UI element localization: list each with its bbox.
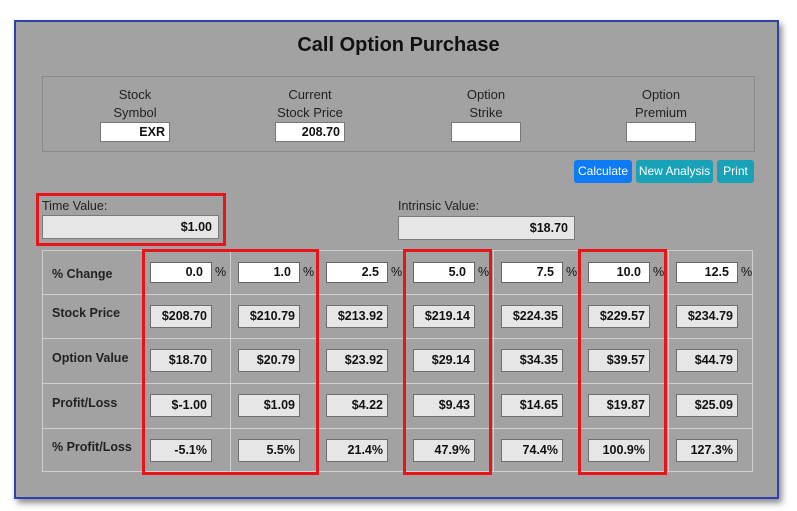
stock-price-cell: $234.79 bbox=[676, 305, 738, 328]
table-row-divider bbox=[42, 383, 753, 384]
stock-price-cell: $210.79 bbox=[238, 305, 300, 328]
option-value-cell: $23.92 bbox=[326, 349, 388, 372]
current-price-input[interactable]: 208.70 bbox=[275, 122, 345, 142]
pct-symbol: % bbox=[478, 265, 490, 279]
highlight-time-value bbox=[36, 193, 226, 246]
stock-symbol-label: Stock Symbol bbox=[65, 86, 205, 122]
option-strike-label: Option Strike bbox=[416, 86, 556, 122]
stock-price-cell: $208.70 bbox=[150, 305, 212, 328]
option-strike-label-line1: Option bbox=[466, 87, 506, 102]
option-premium-input[interactable] bbox=[626, 122, 696, 142]
option-premium-label-line2: Premium bbox=[634, 105, 687, 120]
pct-profit-loss-cell: 21.4% bbox=[326, 439, 388, 462]
table-row-divider bbox=[42, 294, 753, 295]
pct-profit-loss-cell: 127.3% bbox=[676, 439, 738, 462]
stock-symbol-label-line2: Symbol bbox=[113, 105, 157, 120]
pct-symbol: % bbox=[391, 265, 403, 279]
time-value-label: Time Value: bbox=[42, 199, 108, 213]
option-strike-input[interactable] bbox=[451, 122, 521, 142]
time-value-field: $1.00 bbox=[42, 215, 219, 239]
pct-profit-loss-cell: 74.4% bbox=[501, 439, 563, 462]
option-strike-label-line2: Strike bbox=[469, 105, 503, 120]
option-value-cell: $39.57 bbox=[588, 349, 650, 372]
profit-loss-cell: $14.65 bbox=[501, 394, 563, 417]
input-section bbox=[42, 76, 755, 152]
option-value-cell: $29.14 bbox=[413, 349, 475, 372]
table-column-divider bbox=[493, 250, 494, 472]
pct-profit-loss-cell: 5.5% bbox=[238, 439, 300, 462]
row-label-stock-price: Stock Price bbox=[52, 306, 121, 320]
current-price-label: Current Stock Price bbox=[240, 86, 380, 122]
pct-change-input[interactable]: 12.5 bbox=[676, 262, 738, 283]
stock-symbol-label-line1: Stock bbox=[118, 87, 152, 102]
profit-loss-cell: $19.87 bbox=[588, 394, 650, 417]
table-row-divider bbox=[42, 338, 753, 339]
current-price-label-line2: Stock Price bbox=[277, 105, 343, 120]
pct-symbol: % bbox=[741, 265, 753, 279]
stock-symbol-input[interactable]: EXR bbox=[100, 122, 170, 142]
print-button[interactable]: Print bbox=[717, 160, 754, 183]
pct-change-input[interactable]: 5.0 bbox=[413, 262, 475, 283]
pct-symbol: % bbox=[215, 265, 227, 279]
table-row-divider bbox=[42, 428, 753, 429]
highlight-column-6 bbox=[578, 249, 667, 475]
stock-price-cell: $213.92 bbox=[326, 305, 388, 328]
row-label-pct-profit-loss: % Profit/Loss bbox=[52, 440, 132, 454]
profit-loss-cell: $4.22 bbox=[326, 394, 388, 417]
calculate-button[interactable]: Calculate bbox=[574, 160, 632, 183]
option-value-cell: $18.70 bbox=[150, 349, 212, 372]
stock-price-cell: $224.35 bbox=[501, 305, 563, 328]
pct-profit-loss-cell: -5.1% bbox=[150, 439, 212, 462]
pct-change-input[interactable]: 10.0 bbox=[588, 262, 650, 283]
pct-symbol: % bbox=[303, 265, 315, 279]
table-column-divider bbox=[230, 250, 231, 472]
pct-change-input[interactable]: 1.0 bbox=[238, 262, 300, 283]
table-column-divider bbox=[668, 250, 669, 472]
stock-price-cell: $229.57 bbox=[588, 305, 650, 328]
highlight-column-4 bbox=[403, 249, 492, 475]
window-frame bbox=[14, 20, 779, 499]
option-value-cell: $44.79 bbox=[676, 349, 738, 372]
option-premium-label: Option Premium bbox=[591, 86, 731, 122]
pct-symbol: % bbox=[566, 265, 578, 279]
current-price-label-line1: Current bbox=[288, 87, 332, 102]
option-value-cell: $20.79 bbox=[238, 349, 300, 372]
option-value-cell: $34.35 bbox=[501, 349, 563, 372]
pct-profit-loss-cell: 100.9% bbox=[588, 439, 650, 462]
row-label-option-value: Option Value bbox=[52, 351, 129, 365]
pct-change-input[interactable]: 7.5 bbox=[501, 262, 563, 283]
row-label-profit-loss: Profit/Loss bbox=[52, 396, 118, 410]
pct-change-input[interactable]: 2.5 bbox=[326, 262, 388, 283]
intrinsic-value-label: Intrinsic Value: bbox=[398, 199, 480, 213]
stock-price-cell: $219.14 bbox=[413, 305, 475, 328]
profit-loss-cell: $9.43 bbox=[413, 394, 475, 417]
profit-loss-cell: $1.09 bbox=[238, 394, 300, 417]
new-analysis-button[interactable]: New Analysis bbox=[636, 160, 713, 183]
row-label-pct-change: % Change bbox=[52, 267, 113, 281]
intrinsic-value-field: $18.70 bbox=[398, 216, 575, 240]
pct-change-input[interactable]: 0.0 bbox=[150, 262, 212, 283]
pct-symbol: % bbox=[653, 265, 665, 279]
analysis-table bbox=[42, 250, 753, 472]
profit-loss-cell: $-1.00 bbox=[150, 394, 212, 417]
highlight-columns-1-2 bbox=[142, 249, 319, 475]
page-title: Call Option Purchase bbox=[297, 34, 500, 56]
profit-loss-cell: $25.09 bbox=[676, 394, 738, 417]
pct-profit-loss-cell: 47.9% bbox=[413, 439, 475, 462]
option-premium-label-line1: Option bbox=[641, 87, 681, 102]
